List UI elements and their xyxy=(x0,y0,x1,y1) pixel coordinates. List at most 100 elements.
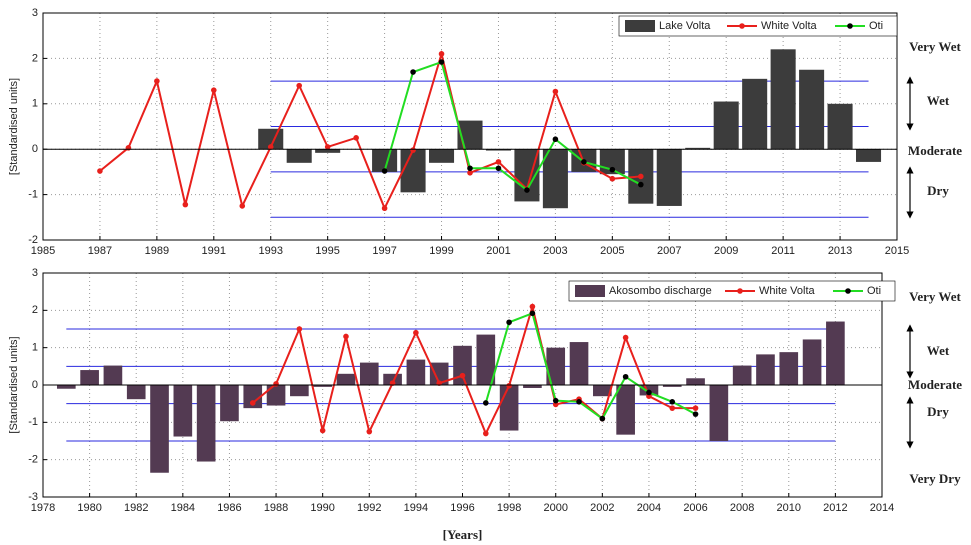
marker xyxy=(319,427,326,434)
marker xyxy=(249,400,256,406)
marker xyxy=(97,168,103,174)
zone-label: Very Dry xyxy=(909,471,961,486)
x-tick-label: 2003 xyxy=(543,245,567,257)
legend-marker xyxy=(847,23,853,29)
line xyxy=(252,302,696,436)
x-tick-label: 2014 xyxy=(870,502,894,514)
x-tick-label: 2010 xyxy=(777,502,801,514)
line xyxy=(484,311,697,421)
bar xyxy=(523,385,542,388)
x-axis-label: [Years] xyxy=(443,527,483,542)
x-tick-label: 1992 xyxy=(357,502,381,514)
bar xyxy=(742,78,768,150)
bar xyxy=(756,354,775,385)
x-tick-label: 2002 xyxy=(590,502,614,514)
marker xyxy=(529,310,536,317)
legend: Akosombo discharge White Volta Oti xyxy=(568,280,896,302)
zone-label: Wet xyxy=(927,93,950,108)
marker xyxy=(495,159,502,165)
bar xyxy=(827,103,853,150)
y-tick-label: 1 xyxy=(32,98,38,110)
x-tick-label: 1998 xyxy=(497,502,521,514)
marker xyxy=(506,382,512,389)
x-tick-label: 1988 xyxy=(264,502,288,514)
x-tick-label: 1989 xyxy=(145,245,169,257)
bar xyxy=(315,149,341,153)
bar xyxy=(173,385,193,437)
bar xyxy=(476,334,496,385)
bar xyxy=(656,149,682,206)
x-tick-label: 1999 xyxy=(429,245,453,257)
x-tick-label: 1997 xyxy=(372,245,396,257)
legend-label: White Volta xyxy=(759,285,816,297)
legend-label: White Volta xyxy=(761,20,818,32)
bar xyxy=(802,339,822,385)
zone-label: Wet xyxy=(927,343,950,358)
legend-marker xyxy=(737,288,743,294)
marker xyxy=(529,303,536,310)
marker xyxy=(576,399,582,405)
zone-label: Very Wet xyxy=(909,289,961,304)
bar xyxy=(336,373,356,385)
line xyxy=(99,49,641,211)
x-tick-label: 2001 xyxy=(486,245,510,257)
marker xyxy=(622,373,629,380)
y-tick-label: -2 xyxy=(28,234,38,246)
zone-label: Moderate xyxy=(908,377,962,392)
marker xyxy=(438,59,445,65)
y-tick-label: 0 xyxy=(32,379,38,391)
y-tick-label: -1 xyxy=(28,416,38,428)
bar xyxy=(546,347,566,385)
bar xyxy=(709,385,729,441)
zone-label: Very Wet xyxy=(909,39,961,54)
y-tick-label: 2 xyxy=(32,52,38,64)
bar xyxy=(150,385,169,473)
x-tick-label: 1978 xyxy=(31,502,55,514)
marker xyxy=(483,400,489,406)
bar xyxy=(826,321,845,385)
legend-marker xyxy=(845,288,851,294)
legend-swatch xyxy=(625,20,655,32)
y-tick-label: 2 xyxy=(32,304,38,316)
y-tick-label: 3 xyxy=(32,267,38,279)
marker xyxy=(581,159,587,165)
bar xyxy=(499,385,519,431)
legend-label: Lake Volta xyxy=(659,20,711,32)
bar xyxy=(856,149,882,162)
bar xyxy=(359,362,379,385)
bar xyxy=(685,147,711,150)
bar xyxy=(542,149,568,209)
legend-box xyxy=(618,15,898,37)
bar xyxy=(662,385,682,387)
bar xyxy=(770,49,796,150)
plot-frame xyxy=(42,272,883,498)
marker xyxy=(125,145,132,151)
bar xyxy=(569,342,589,385)
marker xyxy=(296,326,303,332)
plot-frame xyxy=(42,12,898,241)
marker xyxy=(622,334,629,341)
marker xyxy=(524,187,530,193)
legend-label: Oti xyxy=(867,285,881,297)
x-tick-label: 2004 xyxy=(637,502,661,514)
x-tick-label: 1980 xyxy=(77,502,101,514)
legend-marker xyxy=(739,23,745,29)
y-axis-label: [Standardised units] xyxy=(8,336,20,433)
bar xyxy=(593,385,612,397)
bar xyxy=(103,365,123,385)
zone-label: Moderate xyxy=(908,143,962,158)
x-tick-label: 2007 xyxy=(657,245,681,257)
bar xyxy=(686,378,705,385)
marker xyxy=(154,78,160,84)
marker xyxy=(467,170,473,176)
marker xyxy=(381,168,388,174)
marker xyxy=(343,333,349,340)
y-tick-label: -2 xyxy=(28,454,38,466)
bar xyxy=(196,385,216,462)
zone-label: Dry xyxy=(927,404,949,419)
x-tick-label: 2005 xyxy=(600,245,624,257)
x-tick-label: 1985 xyxy=(31,245,55,257)
marker xyxy=(381,205,388,212)
marker xyxy=(638,173,644,180)
